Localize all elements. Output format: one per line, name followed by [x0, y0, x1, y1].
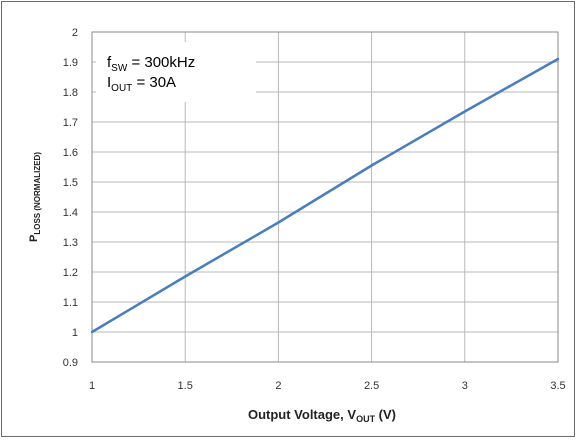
data-point [184, 275, 187, 278]
data-point [90, 330, 94, 334]
x-tick-label: 3.5 [550, 380, 565, 392]
y-axis-title-main: P [28, 235, 40, 242]
annotation-freq: fSW = 300kHz [107, 54, 195, 74]
series-line [91, 57, 559, 334]
annotation-freq-rest: = 300kHz [127, 54, 195, 71]
x-axis-title-sub: OUT [356, 414, 376, 424]
y-tick-label: 1.9 [63, 57, 78, 69]
annotation-current-sub: OUT [111, 83, 132, 94]
y-tick-label: 1.4 [63, 207, 78, 219]
x-tick-labels: 1 1.5 2 2.5 3 3.5 [89, 380, 566, 392]
y-tick-label: 2 [72, 27, 78, 39]
annotation-current-rest: = 30A [132, 74, 176, 91]
y-tick-label: 1.8 [63, 87, 78, 99]
annotation-freq-main: f [107, 54, 112, 71]
x-axis-title: Output Voltage, VOUT (V) [248, 407, 396, 424]
y-tick-label: 0.9 [63, 357, 78, 369]
plot-area-border [91, 31, 559, 363]
annotation-box [96, 42, 256, 102]
data-point [463, 110, 466, 113]
x-tick-label: 2.5 [364, 380, 379, 392]
y-axis-title: PLOSS (NORMALIZED) [28, 152, 42, 242]
y-tick-label: 1.3 [63, 237, 78, 249]
annotation-current-main: I [107, 74, 111, 91]
x-axis-title-unit: (V) [375, 407, 396, 422]
x-tick-label: 3 [462, 380, 468, 392]
y-tick-label: 1.2 [63, 267, 78, 279]
y-tick-label: 1.1 [63, 297, 78, 309]
y-tick-label: 1.7 [63, 117, 78, 129]
x-tick-label: 1 [89, 380, 95, 392]
y-tick-label: 1.6 [63, 147, 78, 159]
x-axis-title-main: Output Voltage, V [248, 407, 356, 422]
y-axis-title-sub: LOSS (NORMALIZED) [33, 152, 42, 235]
data-point [277, 221, 280, 224]
annotation-current: IOUT = 30A [107, 74, 176, 94]
x-tick-label: 1.5 [178, 380, 193, 392]
data-point [370, 164, 373, 167]
x-tick-label: 2 [275, 380, 281, 392]
y-tick-label: 1 [72, 327, 78, 339]
y-tick-labels: 0.9 1 1.1 1.2 1.3 1.4 1.5 1.6 1.7 1.8 1.9 2 [63, 27, 78, 369]
series-group [90, 57, 560, 334]
annotation-freq-sub: SW [111, 63, 128, 74]
y-tick-label: 1.5 [63, 177, 78, 189]
data-point [556, 57, 560, 61]
